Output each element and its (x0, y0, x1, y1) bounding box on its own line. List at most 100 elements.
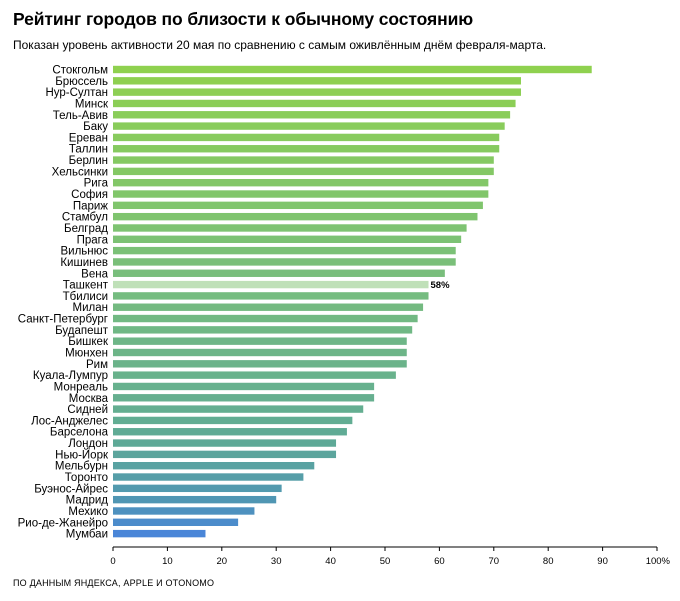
bar-милан (113, 303, 424, 311)
category-label: Баку (83, 121, 108, 133)
bar-брюссель (113, 77, 521, 85)
category-label: Мадрид (66, 495, 109, 507)
bar-барселона (113, 428, 347, 436)
bar-прага (113, 235, 462, 243)
category-label: Стамбул (62, 212, 108, 224)
category-labels-group: СтокгольмБрюссельНур-СултанМинскТель-Ави… (18, 65, 109, 541)
x-tick-label: 10 (162, 556, 173, 567)
bar-мадрид (113, 495, 277, 504)
bar-монреаль (113, 382, 375, 391)
chart-title: Рейтинг городов по близости к обычному с… (13, 9, 474, 29)
bar-торонто (113, 473, 304, 481)
bar-рио-де-жанейро (113, 518, 239, 526)
bar-санкт-петербург (113, 314, 418, 323)
bar-тбилиси (113, 292, 429, 300)
category-label: Тель-Авив (53, 110, 108, 122)
category-label: Кишинев (60, 257, 108, 269)
category-label: Нур-Султан (45, 87, 108, 99)
category-label: Лос-Анджелес (31, 415, 108, 427)
category-label: Будапешт (55, 325, 109, 337)
bar-минск (113, 99, 516, 108)
x-tick-label: 50 (380, 556, 391, 567)
x-tick-label: 80 (543, 556, 554, 567)
x-tick-label: 20 (217, 556, 228, 567)
bars-group (113, 65, 592, 538)
bar-стокгольм (113, 65, 592, 74)
bar-париж (113, 201, 483, 210)
category-label: Санкт-Петербург (18, 314, 108, 326)
category-label: Мельбурн (55, 461, 108, 473)
bar-нью-йорк (113, 450, 337, 459)
x-tick-label: 90 (597, 556, 608, 567)
x-tick-label: 60 (434, 556, 445, 567)
bar-москва (113, 394, 375, 402)
category-label: Берлин (69, 155, 108, 167)
category-label: Монреаль (54, 381, 108, 393)
bar-таллин (113, 145, 500, 153)
category-label: Куала-Лумпур (33, 370, 108, 382)
category-label: Таллин (69, 144, 108, 156)
bar-бишкек (113, 337, 407, 345)
bar-нур-султан (113, 88, 521, 96)
bar-хельсинки (113, 167, 494, 176)
bar-софия (113, 190, 489, 198)
bar-рим (113, 360, 407, 368)
category-label: Вильнюс (60, 246, 108, 258)
bar-сидней (113, 405, 364, 413)
bar-вильнюс (113, 246, 456, 255)
category-label: Рига (84, 178, 109, 190)
category-label: Белград (64, 223, 108, 235)
category-label: Москва (69, 393, 109, 405)
bar-куала-лумпур (113, 371, 396, 379)
category-label: Прага (77, 234, 109, 246)
category-label: Барселона (50, 427, 109, 439)
bar-мумбаи (113, 529, 206, 538)
category-label: Минск (75, 98, 109, 110)
bar-буэнос-айрес (113, 484, 282, 493)
bar-берлин (113, 156, 494, 164)
data-label-highlight: 58% (431, 280, 451, 291)
x-tick-label: 0 (110, 556, 115, 567)
x-tick-label: 40 (325, 556, 336, 567)
x-axis: 0 10 20 30 40 50 60 70 80 90 100% (110, 546, 671, 567)
category-label: Ташкент (63, 280, 109, 292)
category-label: София (71, 189, 108, 201)
category-label: Милан (73, 302, 108, 314)
category-label: Рим (86, 359, 108, 371)
bar-рига (113, 179, 489, 187)
category-label: Тбилиси (63, 291, 108, 303)
category-label: Бишкек (68, 336, 109, 348)
x-tick-label: 30 (271, 556, 282, 567)
chart-subtitle: Показан уровень активности 20 мая по сра… (13, 38, 547, 52)
bar-ташкент (113, 280, 429, 289)
category-label: Мумбаи (66, 529, 108, 541)
x-tick-label: 70 (489, 556, 500, 567)
bar-лос-анджелес (113, 416, 353, 425)
data-labels-group: 58% (431, 280, 451, 291)
category-label: Рио-де-Жанейро (18, 517, 108, 529)
category-label: Торонто (65, 472, 108, 484)
bar-стамбул (113, 212, 478, 221)
bar-кишинев (113, 258, 456, 266)
category-label: Мехико (68, 506, 108, 518)
bar-белград (113, 224, 467, 232)
bar-мельбурн (113, 462, 315, 470)
bar-тель-авив (113, 111, 511, 119)
bar-вена (113, 269, 445, 277)
category-label: Лондон (68, 438, 108, 450)
bar-мюнхен (113, 348, 407, 357)
x-tick-label: 100% (646, 556, 671, 567)
data-source-note: ПО ДАННЫМ ЯНДЕКСА, APPLE И OTONOMO (13, 578, 215, 588)
category-label: Мюнхен (65, 348, 108, 360)
category-label: Хельсинки (52, 166, 108, 178)
bar-мехико (113, 507, 255, 515)
category-label: Брюссель (55, 76, 108, 88)
category-label: Стокгольм (52, 65, 108, 77)
category-label: Сидней (67, 404, 108, 416)
category-label: Нью-Йорк (55, 448, 109, 461)
bar-лондон (113, 439, 337, 447)
bar-ереван (113, 133, 500, 142)
bar-будапешт (113, 326, 413, 334)
category-label: Буэнос-Айрес (34, 483, 108, 495)
